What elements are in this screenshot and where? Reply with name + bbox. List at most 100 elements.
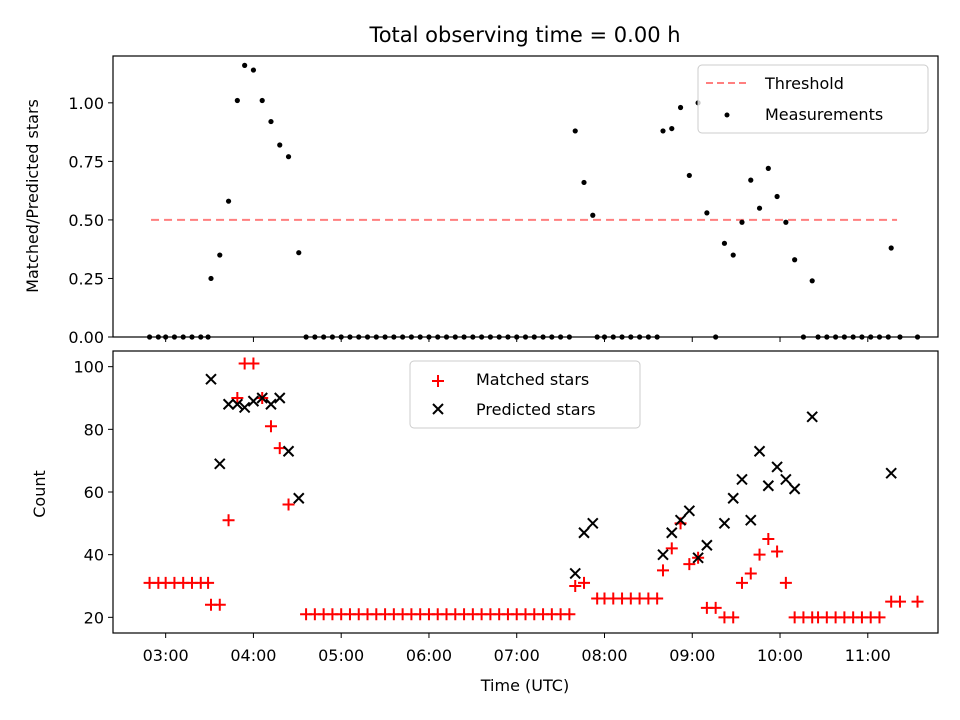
measurement-point bbox=[268, 118, 274, 125]
bottom-x-axis-label: Time (UTC) bbox=[480, 676, 569, 695]
measurement-point bbox=[888, 245, 894, 251]
measurement-point bbox=[721, 240, 728, 246]
predicted-star-point bbox=[885, 467, 897, 479]
predicted-star-point bbox=[282, 445, 295, 457]
predicted-star-point bbox=[293, 492, 305, 504]
matched-star-point bbox=[735, 576, 748, 589]
matched-star-point bbox=[762, 533, 775, 545]
measurement-point bbox=[783, 219, 789, 225]
measurement-point bbox=[208, 275, 214, 282]
predicted-star-point bbox=[771, 461, 783, 473]
legend-threshold-label: Threshold bbox=[764, 74, 844, 93]
predicted-star-point bbox=[666, 527, 678, 539]
bottom-x-tick-label: 03:00 bbox=[143, 646, 189, 665]
measurement-point bbox=[660, 128, 666, 134]
measurement-point bbox=[774, 193, 780, 200]
top-y-tick-label: 0.50 bbox=[68, 211, 104, 230]
bottom-x-tick-label: 11:00 bbox=[845, 646, 891, 665]
bottom-x-tick-label: 04:00 bbox=[230, 646, 276, 665]
measurement-point bbox=[765, 165, 771, 171]
bottom-y-ticks: 20 40 60 80 100 bbox=[73, 358, 113, 627]
predicted-star-point bbox=[788, 483, 801, 495]
bottom-marks bbox=[143, 357, 924, 624]
legend-matched-swatch bbox=[432, 375, 444, 387]
chart-title: Total observing time = 0.00 h bbox=[368, 23, 680, 47]
matched-star-point bbox=[911, 595, 924, 608]
predicted-star-point bbox=[736, 473, 748, 486]
bottom-x-tick-label: 05:00 bbox=[318, 646, 364, 665]
matched-star-point bbox=[727, 611, 740, 624]
top-y-tick-label: 0.25 bbox=[68, 269, 104, 288]
bottom-y-tick-label: 60 bbox=[84, 483, 104, 502]
bottom-x-tick-label: 09:00 bbox=[669, 646, 715, 665]
measurement-point bbox=[669, 125, 675, 132]
matched-star-point bbox=[273, 442, 286, 455]
matched-star-point bbox=[771, 545, 784, 558]
measurement-point bbox=[792, 257, 798, 263]
predicted-star-point bbox=[238, 401, 251, 414]
legend-matched-label: Matched stars bbox=[476, 370, 589, 389]
top-axes-frame bbox=[112, 55, 939, 338]
bottom-panel: 20 40 60 80 100 03:00 04:00 05:00 06:00 07:00 08:… bbox=[30, 350, 939, 695]
measurement-point bbox=[234, 97, 240, 104]
measurement-point bbox=[572, 128, 578, 134]
measurement-point bbox=[250, 67, 257, 73]
matched-star-point bbox=[893, 595, 906, 608]
legend-measurements-label: Measurements bbox=[765, 105, 883, 124]
measurement-point bbox=[809, 278, 815, 284]
bottom-legend: Matched stars Predicted stars bbox=[409, 360, 641, 429]
bottom-y-tick-label: 80 bbox=[84, 420, 104, 439]
top-x-ticks bbox=[165, 337, 869, 342]
measurement-point bbox=[217, 252, 223, 258]
predicted-star-point bbox=[274, 392, 286, 404]
measurement-point bbox=[581, 179, 587, 186]
matched-star-point bbox=[231, 392, 244, 404]
predicted-star-point bbox=[701, 539, 713, 551]
bottom-x-ticks: 03:00 04:00 05:00 06:00 07:00 08:00 09:00 10:00… bbox=[143, 633, 891, 665]
matched-star-point bbox=[222, 514, 235, 527]
matched-star-point bbox=[651, 592, 664, 605]
matched-star-point bbox=[779, 576, 792, 589]
predicted-star-point bbox=[265, 398, 277, 410]
matched-star-point bbox=[709, 601, 722, 614]
matched-star-point bbox=[665, 542, 678, 555]
predicted-star-point bbox=[692, 552, 704, 564]
predicted-star-point bbox=[205, 373, 217, 385]
bottom-y-axis-label: Count bbox=[30, 470, 49, 518]
top-y-tick-label: 1.00 bbox=[68, 94, 104, 113]
top-y-axis-label: Matched/Predicted stars bbox=[23, 99, 42, 293]
top-legend-box bbox=[697, 64, 929, 134]
predicted-star-point bbox=[578, 527, 590, 539]
legend-measurements-swatch bbox=[724, 112, 730, 118]
predicted-star-point bbox=[256, 392, 268, 404]
measurement-point bbox=[590, 212, 596, 218]
measurement-point bbox=[277, 142, 283, 148]
predicted-star-point bbox=[569, 567, 581, 580]
measurement-point bbox=[285, 154, 292, 160]
matched-star-point bbox=[563, 608, 576, 621]
bottom-x-tick-label: 10:00 bbox=[757, 646, 803, 665]
matched-star-point bbox=[873, 611, 886, 624]
measurement-point bbox=[677, 104, 684, 111]
matched-star-point bbox=[247, 357, 260, 370]
matched-star-point bbox=[202, 576, 215, 589]
bottom-y-tick-label: 100 bbox=[73, 358, 104, 377]
bottom-x-tick-label: 06:00 bbox=[406, 646, 452, 665]
bottom-legend-box bbox=[409, 360, 641, 429]
predicted-star-point bbox=[657, 548, 669, 561]
top-legend: Threshold Measurements bbox=[697, 64, 929, 134]
predicted-star-point bbox=[214, 458, 226, 470]
bottom-y-tick-label: 20 bbox=[84, 608, 104, 627]
predicted-star-point bbox=[806, 411, 818, 423]
bottom-x-tick-label: 08:00 bbox=[581, 646, 627, 665]
predicted-star-point bbox=[780, 473, 792, 486]
matched-star-point bbox=[264, 420, 277, 433]
top-y-tick-label: 0.00 bbox=[68, 328, 104, 347]
predicted-star-point bbox=[762, 480, 775, 492]
measurement-point bbox=[704, 210, 710, 216]
matched-star-point bbox=[744, 567, 757, 580]
predicted-star-point bbox=[674, 514, 687, 526]
matched-star-point bbox=[753, 548, 766, 561]
predicted-star-point bbox=[247, 395, 260, 407]
